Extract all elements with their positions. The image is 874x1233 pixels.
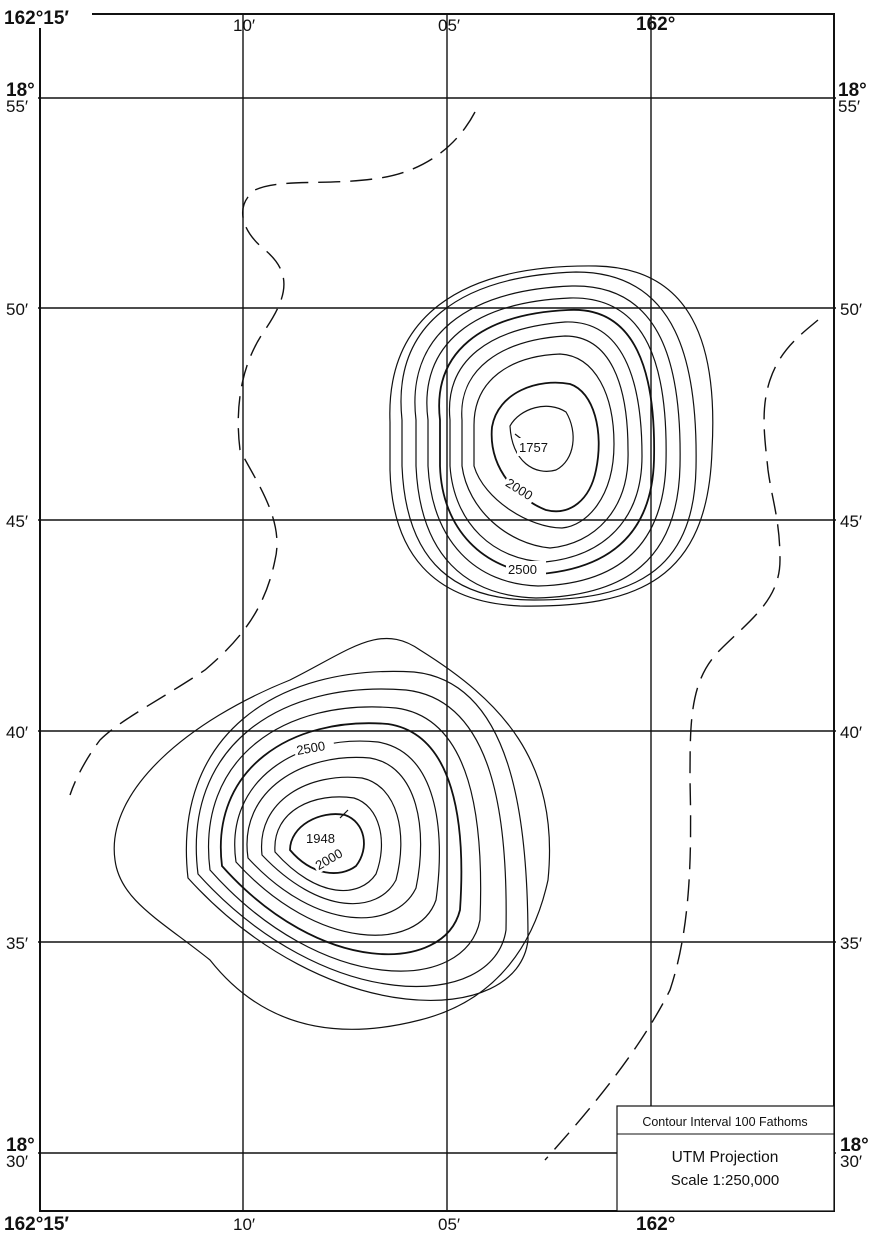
dashed-contours	[69, 111, 819, 1161]
lon-label-bottom-05: 05′	[438, 1215, 460, 1233]
dashed-contour-west	[69, 111, 476, 796]
legend-contour-interval: Contour Interval 100 Fathoms	[642, 1115, 807, 1129]
legend-projection: UTM Projection	[672, 1149, 779, 1166]
lat-label-left-55: 55′	[6, 97, 28, 116]
latitude-labels-left: 18° 55′ 50′ 45′ 40′ 35′ 18° 30′	[0, 80, 38, 1176]
seamount-north-peak-depth: 1757	[519, 440, 548, 455]
lat-label-right-30: 30′	[840, 1152, 862, 1171]
legend-scale: Scale 1:250,000	[671, 1172, 779, 1189]
lat-label-right-18-deg: 18°	[838, 80, 867, 101]
lat-label-right-45: 45′	[840, 512, 862, 531]
seamount-south-contours	[113, 637, 551, 1030]
lat-label-left-30: 30′	[6, 1152, 28, 1171]
lon-label-top-162: 162°	[636, 14, 675, 35]
lat-label-right-55: 55′	[838, 97, 860, 116]
map-legend: Contour Interval 100 Fathoms UTM Project…	[616, 1105, 835, 1212]
lat-label-left-35: 35′	[6, 934, 28, 953]
longitude-labels-top: 162°15′ 10′ 05′ 162°	[0, 0, 675, 35]
map-frame	[39, 13, 835, 1212]
lat-label-left-45: 45′	[6, 512, 28, 531]
seamount-north-contours	[389, 265, 714, 607]
seamount-north-contour-label-2500: 2500	[508, 562, 537, 577]
lat-label-right-18-deg-bottom: 18°	[840, 1135, 869, 1156]
lat-label-left-40: 40′	[6, 723, 28, 742]
lon-label-top-05: 05′	[438, 16, 460, 35]
lon-label-bottom-162-15: 162°15′	[4, 1214, 69, 1233]
longitude-labels-bottom: 162°15′ 10′ 05′ 162°	[0, 1214, 675, 1233]
lat-label-left-18-deg: 18°	[6, 80, 35, 101]
graticule	[0, 14, 874, 1211]
lat-label-left-50: 50′	[6, 300, 28, 319]
lat-label-right-50: 50′	[840, 300, 862, 319]
lon-label-top-162-15: 162°15′	[4, 8, 69, 29]
lat-label-left-18-deg-bottom: 18°	[6, 1135, 35, 1156]
lon-label-top-10: 10′	[233, 16, 255, 35]
dashed-contour-east	[544, 319, 819, 1161]
lon-label-bottom-162: 162°	[636, 1214, 675, 1233]
lat-label-right-40: 40′	[840, 723, 862, 742]
seamount-south-contour-label-2500: 2500	[295, 738, 326, 758]
latitude-labels-right: 18° 55′ 50′ 45′ 40′ 35′ 18° 30′	[836, 80, 874, 1176]
seamount-south-peak-depth: 1948	[306, 831, 335, 846]
lat-label-right-35: 35′	[840, 934, 862, 953]
lon-label-bottom-10: 10′	[233, 1215, 255, 1233]
